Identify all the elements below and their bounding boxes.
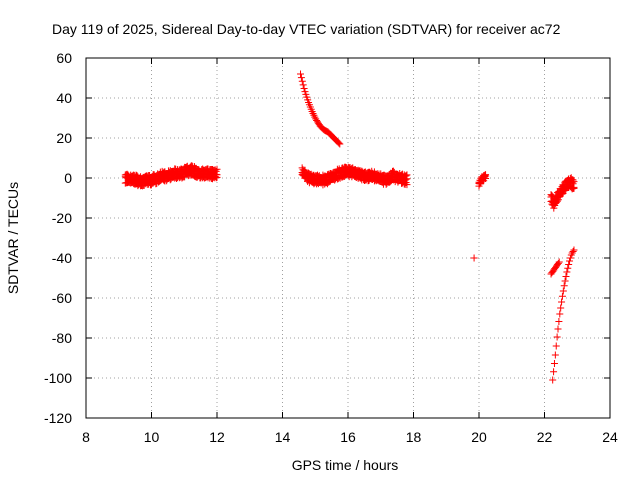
- x-tick-label: 8: [82, 429, 90, 445]
- plot-frame: [85, 57, 611, 419]
- data-point: [299, 81, 307, 89]
- data-point: [309, 109, 317, 117]
- y-tick-label: 0: [64, 170, 72, 186]
- data-point: [310, 111, 318, 119]
- data-point: [403, 171, 411, 179]
- x-tick-label: 12: [209, 429, 225, 445]
- data-point: [298, 77, 306, 85]
- data-point: [481, 171, 489, 179]
- x-tick-label: 18: [406, 429, 422, 445]
- data-point: [555, 258, 563, 266]
- x-tick-label: 10: [144, 429, 160, 445]
- data-point: [297, 70, 305, 78]
- data-point: [470, 254, 478, 262]
- data-point: [300, 85, 308, 93]
- y-tick-label: -100: [44, 370, 72, 386]
- x-axis-label: GPS time / hours: [292, 457, 399, 473]
- data-point: [211, 166, 219, 174]
- y-tick-label: 40: [56, 90, 72, 106]
- chart-title: Day 119 of 2025, Sidereal Day-to-day VTE…: [52, 21, 561, 37]
- y-tick-label: -40: [52, 250, 72, 266]
- data-point: [556, 310, 564, 318]
- x-tick-label: 22: [537, 429, 553, 445]
- data-point: [312, 115, 320, 123]
- data-point: [552, 342, 560, 350]
- data-point: [566, 254, 574, 262]
- data-point: [557, 304, 565, 312]
- grid: [86, 58, 610, 418]
- y-tick-label: 60: [56, 50, 72, 66]
- data-point: [403, 181, 411, 189]
- data-point: [402, 172, 410, 180]
- x-tick-label: 20: [471, 429, 487, 445]
- data-point: [550, 360, 558, 367]
- x-tick-label: 16: [340, 429, 356, 445]
- data-marks: [121, 70, 578, 384]
- data-point: [553, 333, 561, 341]
- x-tick-label: 14: [275, 429, 291, 445]
- data-point: [336, 140, 344, 148]
- data-point: [563, 268, 571, 276]
- data-point: [554, 325, 562, 333]
- data-point: [213, 165, 221, 173]
- data-point: [558, 298, 566, 306]
- data-point: [551, 351, 559, 359]
- y-tick-label: -20: [52, 210, 72, 226]
- data-point: [565, 261, 573, 268]
- data-point: [335, 139, 343, 147]
- data-point: [570, 246, 578, 254]
- y-tick-label: 20: [56, 130, 72, 146]
- data-point: [549, 376, 557, 384]
- y-axis-label: SDTVAR / TECUs: [5, 182, 21, 294]
- data-point: [334, 138, 342, 146]
- data-point: [562, 273, 570, 280]
- y-tick-label: -60: [52, 290, 72, 306]
- data-point: [297, 74, 305, 82]
- data-point: [566, 257, 574, 265]
- axis-ticks: 8 10 12 14 16 18 20 22 24 -120 -100 -80 -60 -40 -20 0 20…: [44, 50, 618, 445]
- data-point: [569, 176, 577, 184]
- y-tick-label: -80: [52, 330, 72, 346]
- y-tick-label: -120: [44, 410, 72, 426]
- data-point: [482, 171, 490, 179]
- data-point: [568, 249, 576, 257]
- data-point: [570, 178, 578, 186]
- data-point: [554, 259, 562, 267]
- data-point: [559, 287, 567, 295]
- data-point: [550, 368, 558, 376]
- data-point: [564, 264, 572, 272]
- data-point: [311, 113, 319, 121]
- data-point: [560, 282, 568, 290]
- data-point: [561, 277, 569, 285]
- data-point: [569, 248, 577, 255]
- x-tick-label: 24: [602, 429, 618, 445]
- data-point: [558, 292, 566, 300]
- data-point: [555, 318, 563, 325]
